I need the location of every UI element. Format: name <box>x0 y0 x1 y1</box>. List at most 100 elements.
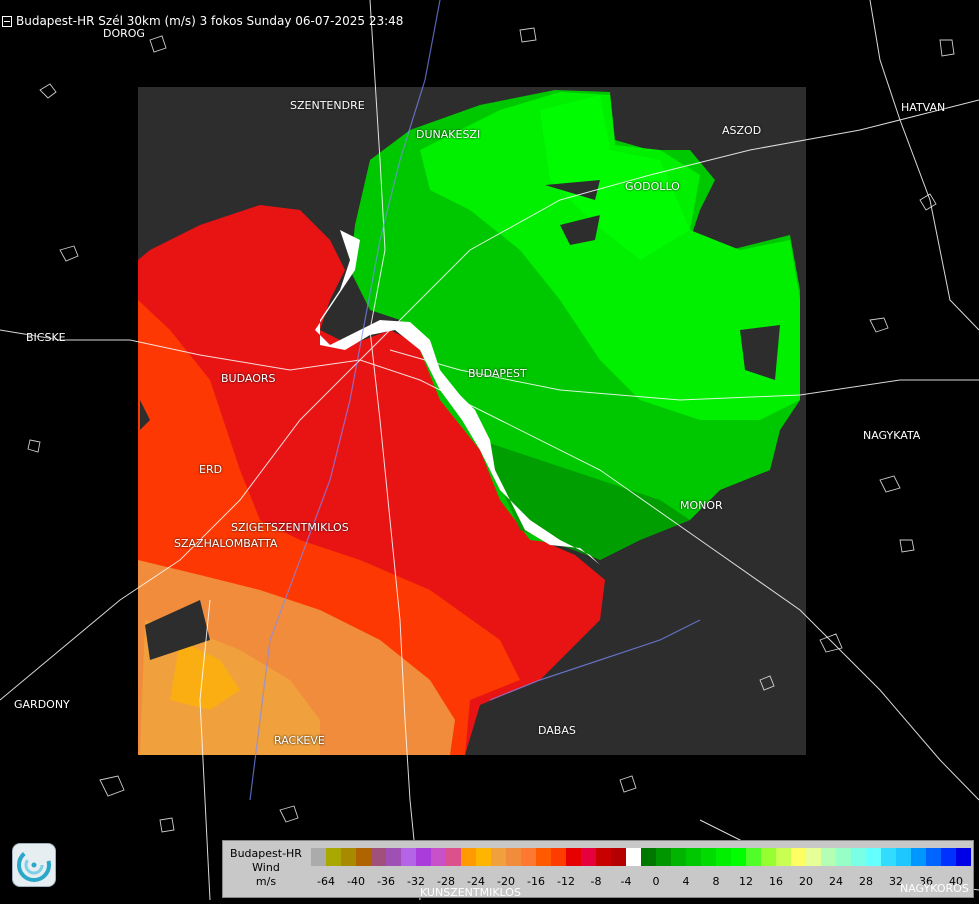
city-label-szigetszentmiklos: SZIGETSZENTMIKLOS <box>231 521 349 534</box>
city-label-gardony: GARDONY <box>14 698 70 711</box>
legend-swatch <box>791 848 806 866</box>
legend-tick-label: 24 <box>829 875 843 888</box>
city-label-budapest: BUDAPEST <box>468 367 527 380</box>
legend-swatch <box>446 848 461 866</box>
legend-tick-label: 0 <box>652 875 660 888</box>
legend-tick-label: -24 <box>467 875 485 888</box>
city-label-dorog: DOROG <box>103 27 145 40</box>
legend-tick-label: 12 <box>739 875 753 888</box>
legend-swatch <box>731 848 746 866</box>
legend-swatch <box>851 848 866 866</box>
legend-swatch <box>326 848 341 866</box>
city-label-nagykata: NAGYKATA <box>863 429 921 442</box>
legend-tick-label: 16 <box>769 875 783 888</box>
legend-tick-label: 40 <box>949 875 963 888</box>
window-icon[interactable] <box>2 15 12 27</box>
legend-swatch <box>761 848 776 866</box>
city-label-godollo: GODOLLO <box>625 180 680 193</box>
legend-swatch <box>461 848 476 866</box>
legend-swatch <box>491 848 506 866</box>
legend-tick-label: 36 <box>919 875 933 888</box>
legend-title-quantity: Wind <box>252 861 280 874</box>
legend-tick-label: -12 <box>557 875 575 888</box>
legend-swatch <box>671 848 686 866</box>
legend-tick-label: -28 <box>437 875 455 888</box>
city-label-dunakeszi: DUNAKESZI <box>416 128 481 141</box>
legend-swatch <box>521 848 536 866</box>
legend-swatch <box>341 848 356 866</box>
legend-tick-label: -64 <box>317 875 335 888</box>
city-label-aszod: ASZOD <box>722 124 762 137</box>
wind-legend: Budapest-HR Wind m/s -64 -40 -36 -32 -28 -24-… <box>222 840 974 898</box>
legend-color-scale <box>311 848 971 866</box>
legend-swatch <box>476 848 491 866</box>
radar-zero-line <box>315 230 600 565</box>
legend-swatch <box>371 848 386 866</box>
legend-tick-label: 32 <box>889 875 903 888</box>
legend-tick-label: -20 <box>497 875 515 888</box>
city-label-szazhalombatta: SZAZHALOMBATTA <box>174 537 278 550</box>
legend-tick-label: -32 <box>407 875 425 888</box>
city-label-erd: ERD <box>199 463 223 476</box>
legend-swatch <box>581 848 596 866</box>
legend-tick-label: 28 <box>859 875 873 888</box>
legend-swatch <box>551 848 566 866</box>
legend-swatch <box>311 848 326 866</box>
legend-tick-label: 4 <box>682 875 690 888</box>
legend-swatch <box>611 848 626 866</box>
city-label-hatvan: HATVAN <box>901 101 946 114</box>
legend-title-station: Budapest-HR <box>230 847 302 860</box>
legend-tick-label: 8 <box>712 875 720 888</box>
legend-swatch <box>896 848 911 866</box>
legend-swatch <box>596 848 611 866</box>
legend-swatch <box>641 848 656 866</box>
city-label-rackeve: RACKEVE <box>274 734 325 747</box>
map-title: Budapest-HR Szél 30km (m/s) 3 fokos Sund… <box>16 14 404 28</box>
legend-swatch <box>656 848 671 866</box>
legend-tick-label: 20 <box>799 875 813 888</box>
legend-swatch <box>911 848 926 866</box>
legend-swatch <box>416 848 431 866</box>
city-label-bicske: BICSKE <box>26 331 66 344</box>
legend-swatch <box>716 848 731 866</box>
legend-swatch <box>881 848 896 866</box>
legend-tick-label: -8 <box>590 875 602 888</box>
legend-swatch <box>536 848 551 866</box>
legend-swatch <box>626 848 641 866</box>
legend-swatch <box>926 848 941 866</box>
legend-ticks: -64 -40 -36 -32 -28 -24 -20 -16 -12 -8 -4 0 4 8 12 16 20… <box>311 875 971 891</box>
legend-swatch <box>956 848 971 866</box>
city-label-szentendre: SZENTENDRE <box>290 99 365 112</box>
legend-tick-label: -16 <box>527 875 545 888</box>
city-label-dabas: DABAS <box>538 724 576 737</box>
city-label-kunszentmiklos: KUNSZENTMIKLOS <box>420 886 521 899</box>
legend-tick-label: -36 <box>377 875 395 888</box>
legend-swatch <box>401 848 416 866</box>
legend-swatch <box>821 848 836 866</box>
legend-swatch <box>806 848 821 866</box>
city-label-monor: MONOR <box>680 499 723 512</box>
legend-tick-label: -40 <box>347 875 365 888</box>
legend-swatch <box>686 848 701 866</box>
legend-swatch <box>701 848 716 866</box>
legend-swatch <box>776 848 791 866</box>
legend-swatch <box>866 848 881 866</box>
legend-swatch <box>836 848 851 866</box>
map-header: Budapest-HR Szél 30km (m/s) 3 fokos Sund… <box>2 12 403 30</box>
legend-tick-label: -4 <box>620 875 632 888</box>
legend-swatch <box>356 848 371 866</box>
city-label-budaors: BUDAORS <box>221 372 276 385</box>
legend-swatch <box>506 848 521 866</box>
legend-title: Budapest-HR Wind m/s <box>225 847 307 889</box>
legend-swatch <box>431 848 446 866</box>
weather-service-swirl-icon <box>12 843 56 887</box>
legend-swatch <box>566 848 581 866</box>
legend-swatch <box>746 848 761 866</box>
city-label-nagykoros: NAGYKOROS <box>900 882 969 895</box>
radar-echo-brightgreen <box>420 92 800 420</box>
legend-title-unit: m/s <box>255 875 277 888</box>
legend-swatch <box>941 848 956 866</box>
legend-swatch <box>386 848 401 866</box>
